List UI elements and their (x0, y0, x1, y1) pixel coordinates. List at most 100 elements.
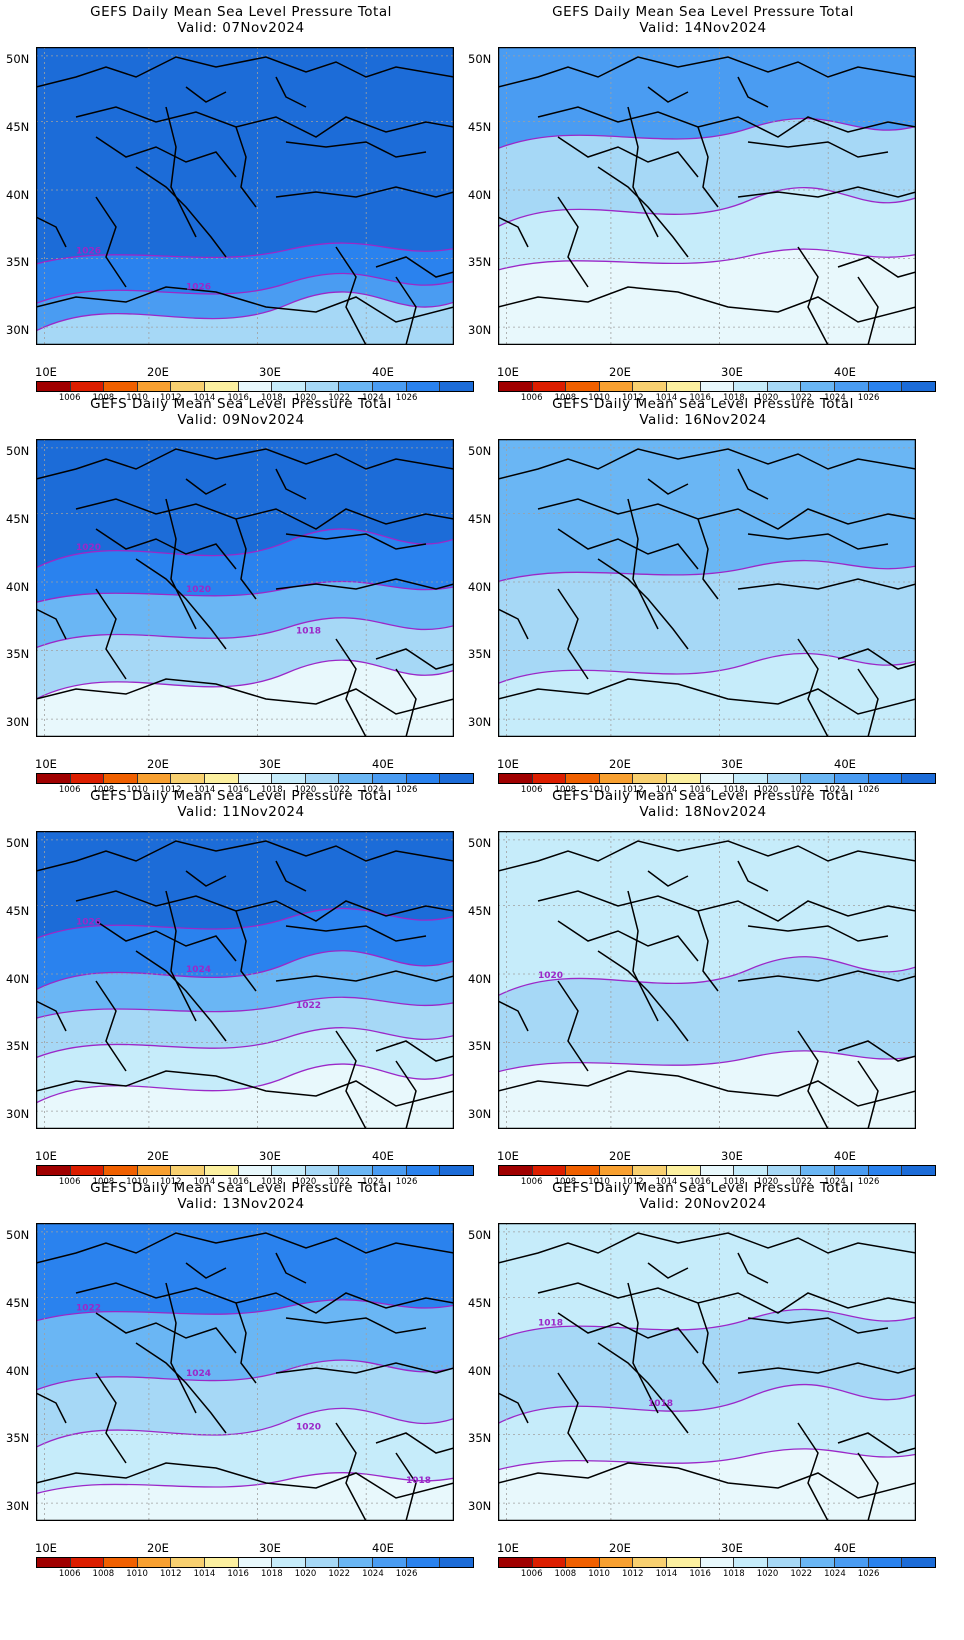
colorbar-label: 1026 (857, 1569, 880, 1579)
isobar-contour (36, 1299, 454, 1322)
isobar-label: 1026 (186, 282, 211, 292)
colorbar-label: 1010 (588, 1177, 610, 1187)
colorbar-swatch (205, 774, 239, 783)
colorbar (498, 773, 936, 784)
colorbar-label: 1012 (621, 1569, 644, 1579)
colorbar (498, 381, 936, 392)
country-border (797, 1030, 829, 1129)
longitude-label: 10E (35, 1149, 57, 1163)
colorbar-swatch (205, 382, 239, 391)
country-border (235, 518, 257, 600)
colorbar-labels: 1006 1008 1010 1012 1014 1016 1018 1020 1022 1024… (36, 785, 474, 797)
longitude-label: 20E (609, 1541, 631, 1555)
colorbar-swatch (599, 1558, 634, 1567)
country-border (647, 86, 689, 103)
country-border (737, 76, 769, 108)
country-border (557, 1312, 699, 1354)
colorbar-swatch (305, 1166, 340, 1175)
colorbar-swatch (734, 1558, 768, 1567)
colorbar-label: 1014 (655, 1569, 678, 1579)
latitude-label: 35N (468, 255, 492, 269)
latitude-label: 45N (468, 1296, 492, 1310)
map-panel: GEFS Daily Mean Sea Level Pressure Total… (0, 0, 482, 410)
latitude-label: 40N (6, 580, 30, 594)
panel-valid-date: Valid: 11Nov2024 (177, 804, 305, 820)
colorbar-swatch (205, 1558, 239, 1567)
colorbar-label: 1022 (790, 785, 813, 795)
country-border (797, 638, 829, 737)
country-border (647, 1262, 689, 1279)
country-border (95, 588, 127, 680)
map-frame (36, 831, 454, 1129)
country-border (557, 980, 589, 1072)
colorbar-swatch (339, 382, 374, 391)
map-frame (36, 439, 454, 737)
isobar-label: 1018 (538, 1318, 563, 1328)
country-border (747, 141, 889, 158)
country-border (36, 1462, 454, 1499)
country-border (185, 478, 227, 495)
panel-title: GEFS Daily Mean Sea Level Pressure Total (90, 396, 392, 412)
country-border (95, 136, 237, 178)
colorbar-swatch (868, 774, 903, 783)
longitude-label: 10E (497, 1541, 519, 1555)
colorbar-label: 1014 (655, 785, 678, 795)
country-border (797, 246, 829, 345)
colorbar-label: 1024 (362, 785, 384, 795)
isobar-contour (36, 1027, 454, 1059)
country-border (737, 468, 769, 500)
colorbar-swatch (37, 774, 71, 783)
colorbar-swatch (171, 1166, 206, 1175)
colorbar-swatch (868, 382, 903, 391)
pressure-map (498, 47, 936, 361)
colorbar-swatch (238, 1166, 273, 1175)
colorbar-label: 1026 (395, 393, 418, 403)
isobar-contour (498, 248, 916, 271)
pressure-band (498, 653, 916, 737)
country-border (165, 106, 197, 238)
longitude-label: 10E (497, 757, 519, 771)
colorbar-swatch (272, 382, 306, 391)
colorbar-swatch (902, 382, 935, 391)
panel-valid-date: Valid: 09Nov2024 (177, 412, 305, 428)
colorbar-swatch (566, 382, 600, 391)
map-panel: GEFS Daily Mean Sea Level Pressure Total… (0, 1176, 482, 1586)
colorbar-label: 1022 (790, 1177, 813, 1187)
colorbar-label: 1010 (126, 393, 148, 403)
isobar-contour (36, 1359, 454, 1391)
colorbar-label: 1018 (261, 785, 283, 795)
colorbar-label: 1010 (588, 1569, 610, 1579)
pressure-map-svg: 1020 1020 1018 (36, 439, 454, 737)
colorbar-label: 1022 (328, 1177, 351, 1187)
colorbar-label: 1008 (554, 1177, 577, 1187)
latitude-label: 45N (6, 1296, 30, 1310)
colorbar-label: 1006 (520, 785, 543, 795)
pressure-band (498, 249, 916, 345)
colorbar-label: 1022 (328, 393, 351, 403)
colorbar-swatch (667, 382, 701, 391)
country-border (837, 1432, 916, 1454)
country-border (498, 1070, 916, 1107)
isobar-contour (36, 272, 454, 305)
latitude-label: 50N (6, 52, 30, 66)
colorbar-swatch (633, 1558, 668, 1567)
longitude-label: 30E (721, 1149, 743, 1163)
isobar-contour (498, 956, 916, 997)
country-border (737, 186, 916, 198)
colorbar-label: 1026 (857, 393, 880, 403)
panel-valid-date: Valid: 20Nov2024 (639, 1196, 767, 1212)
latitude-label: 45N (6, 120, 30, 134)
country-border (95, 1312, 237, 1354)
latitude-label: 50N (468, 836, 492, 850)
country-border (857, 276, 879, 345)
colorbar-label: 1018 (723, 393, 745, 403)
colorbar-swatch (767, 382, 802, 391)
isobar-label: 1020 (76, 543, 101, 553)
colorbar-label: 1024 (824, 1569, 846, 1579)
country-border (557, 196, 589, 288)
colorbar-label: 1010 (588, 785, 610, 795)
country-border (335, 1422, 367, 1521)
country-border (498, 1000, 529, 1032)
country-border (36, 448, 454, 480)
country-border (837, 648, 916, 670)
